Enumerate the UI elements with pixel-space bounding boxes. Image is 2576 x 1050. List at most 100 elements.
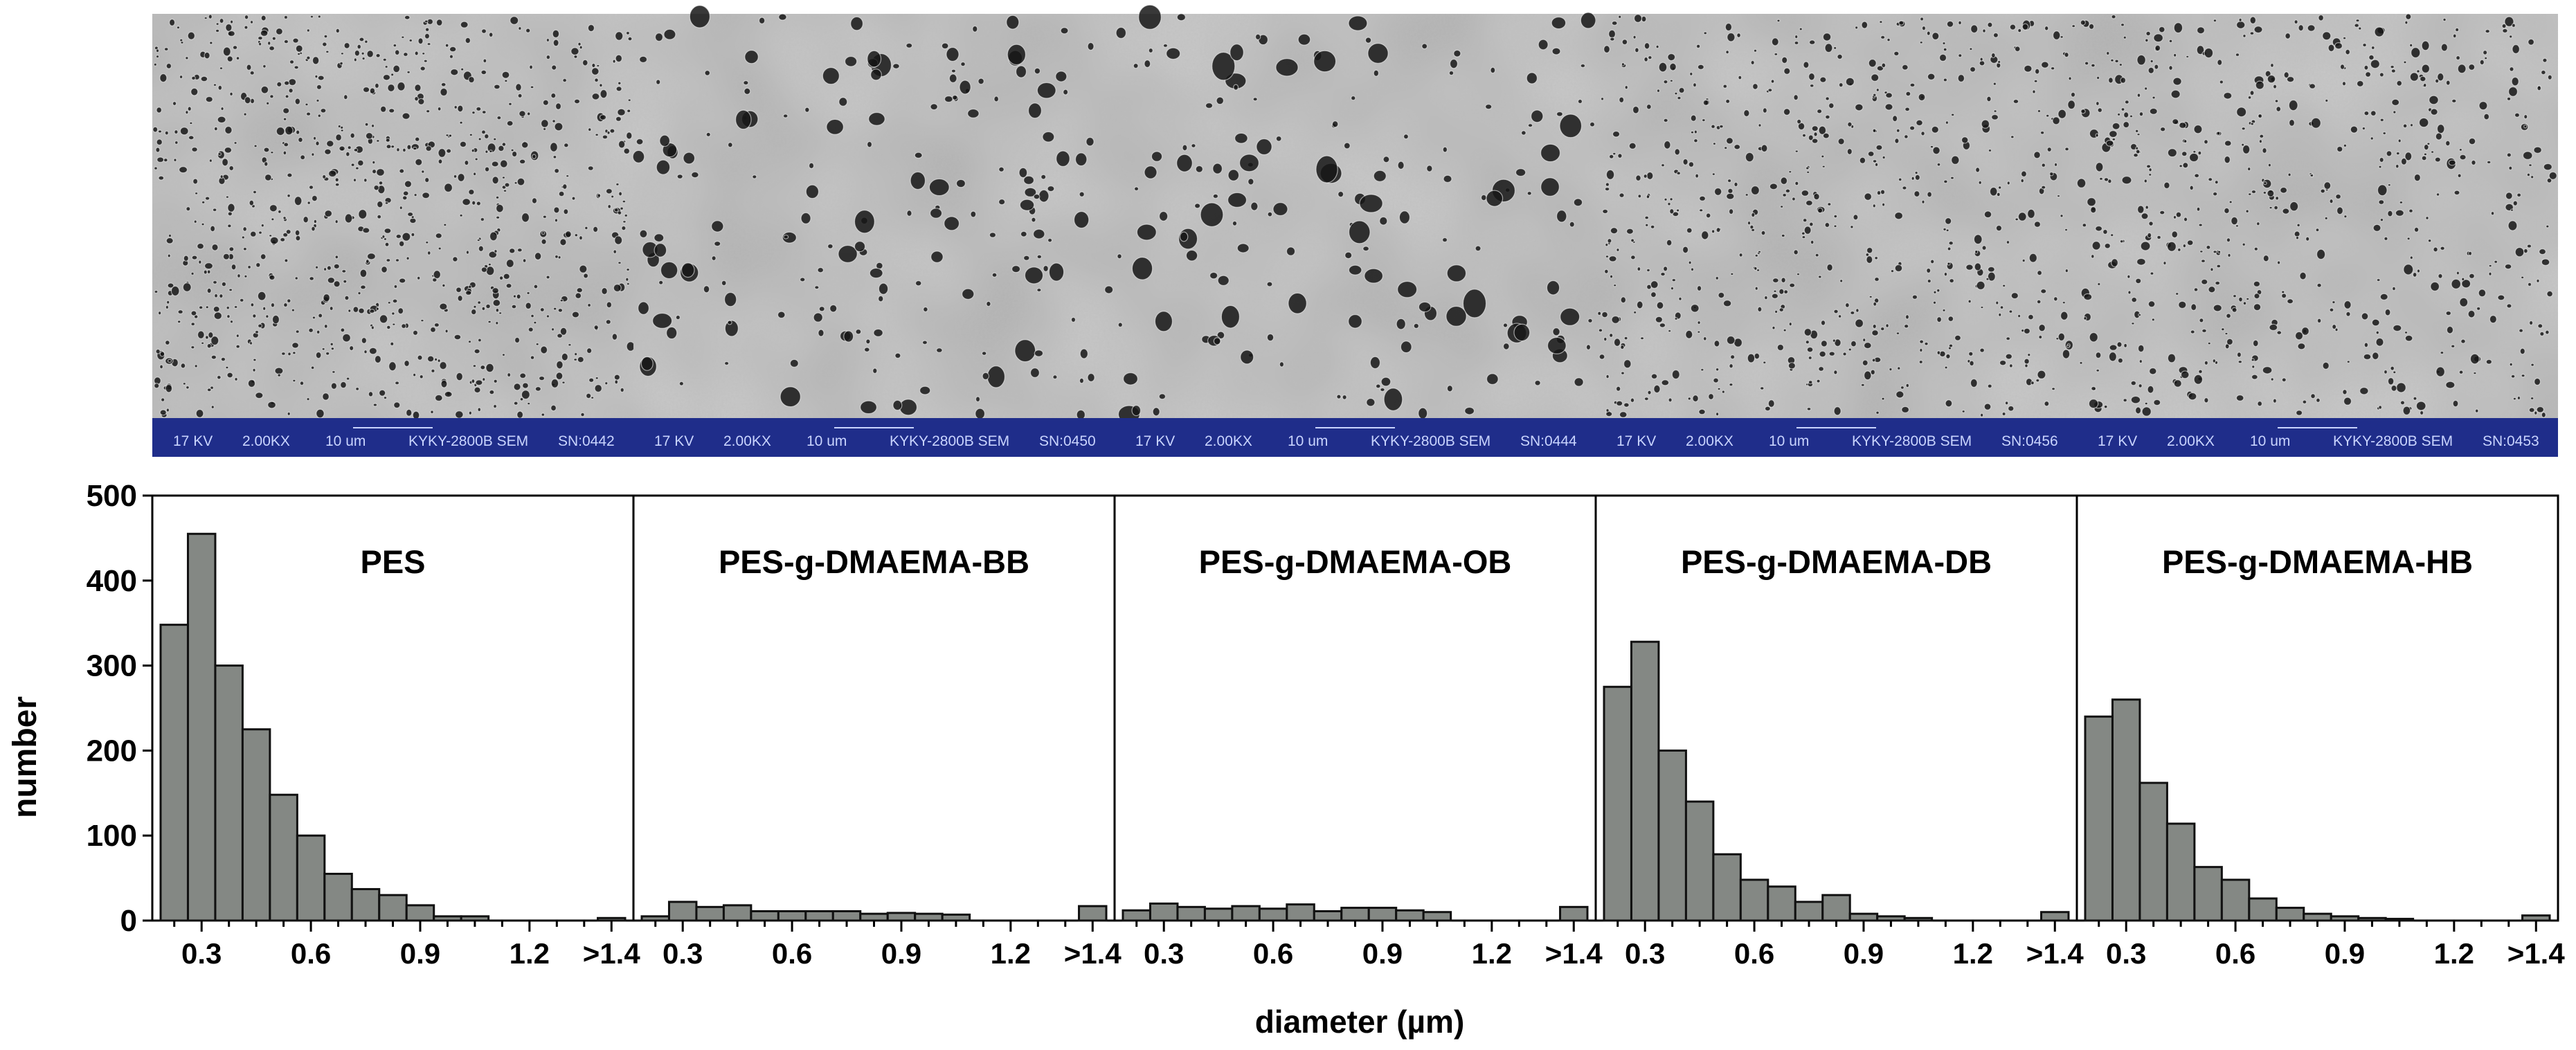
sem-pore	[158, 311, 162, 316]
sem-pore	[623, 147, 631, 155]
sem-pore	[1834, 338, 1841, 347]
sem-pore	[468, 410, 472, 415]
sem-pore	[203, 269, 208, 275]
sem-info-bar	[1115, 418, 1596, 457]
sem-pore	[2259, 134, 2264, 138]
sem-pore	[205, 305, 209, 309]
sem-pore	[777, 311, 786, 319]
sem-pore	[944, 216, 960, 231]
sem-pore	[577, 356, 584, 363]
sem-pore	[406, 144, 412, 150]
sem-pore	[2247, 167, 2251, 172]
sem-pore	[516, 293, 521, 300]
sem-pore	[528, 327, 534, 333]
sem-pore	[2440, 351, 2444, 355]
sem-pore	[660, 261, 678, 280]
sem-pore	[1604, 187, 1610, 192]
sem-pore	[1086, 136, 1095, 147]
sem-pore	[960, 62, 966, 67]
sem-pore	[2435, 78, 2440, 84]
sem-pore	[1979, 60, 1985, 66]
sem-pore	[1674, 91, 1678, 96]
sem-pore	[591, 93, 600, 100]
sem-pore	[1814, 253, 1819, 257]
sem-pore	[1655, 44, 1659, 49]
sem-pore	[2395, 382, 2406, 393]
sem-pore	[2138, 313, 2142, 317]
sem-pore	[403, 52, 408, 57]
sem-pore	[1659, 323, 1666, 328]
sem-pore	[1711, 124, 1715, 129]
x-tick-label: 0.6	[1734, 937, 1774, 970]
sem-pore	[1931, 32, 1940, 41]
sem-pore	[2539, 331, 2545, 336]
sem-pore	[1961, 409, 1965, 413]
sem-pore	[1967, 299, 1972, 304]
sem-pore	[2285, 33, 2291, 39]
sem-pore	[2461, 279, 2471, 289]
sem-pore	[1875, 144, 1883, 151]
sem-pore	[744, 87, 751, 95]
sem-pore	[1648, 55, 1652, 60]
sem-pore	[258, 230, 262, 235]
sem-pore	[1598, 354, 1605, 360]
sem-pore	[1538, 39, 1549, 51]
sem-pore	[2390, 384, 2397, 392]
sem-pore	[343, 42, 350, 49]
sem-pore	[1616, 400, 1623, 406]
sem-pore	[1821, 154, 1825, 159]
sem-pore	[1837, 138, 1845, 145]
sem-pore	[676, 174, 683, 179]
sem-pore	[1699, 195, 1706, 201]
sem-pore	[617, 210, 622, 215]
sem-pore	[2090, 206, 2097, 214]
sem-scale-label: 10 um	[1769, 433, 1809, 449]
sem-pore	[1886, 37, 1891, 42]
sem-pore	[612, 59, 616, 64]
sem-pore	[334, 255, 339, 260]
sem-pore	[1747, 353, 1756, 363]
sem-pore	[2091, 241, 2101, 251]
histogram-bar	[1078, 905, 1108, 922]
sem-pore	[758, 17, 766, 24]
sem-pore	[571, 196, 576, 201]
sem-pore	[2288, 99, 2298, 111]
x-tick-label: 0.6	[1253, 937, 1293, 970]
sem-pore	[2241, 127, 2246, 131]
histogram-bar	[269, 793, 298, 922]
sem-pore	[1986, 96, 1992, 102]
sem-pore	[2135, 146, 2139, 150]
sem-pore	[210, 225, 216, 233]
sem-pore	[2399, 400, 2406, 406]
sem-pore	[2375, 337, 2384, 347]
sem-pore	[2062, 300, 2066, 305]
sem-pore	[587, 165, 594, 171]
sem-pore	[562, 78, 568, 83]
sem-pore	[465, 250, 470, 255]
sem-pore	[361, 56, 366, 61]
sem-pore	[617, 81, 622, 85]
sem-serial-label: SN:0453	[2483, 433, 2539, 449]
sem-pore	[1636, 300, 1643, 309]
sem-pore	[295, 44, 303, 53]
sem-pore	[1070, 316, 1077, 323]
sem-pore	[2370, 59, 2380, 69]
sem-pore	[2262, 365, 2273, 374]
sem-pore	[2395, 163, 2399, 169]
sem-pore	[1778, 288, 1785, 295]
histogram-bar	[1767, 885, 1796, 922]
sem-pore	[1375, 383, 1381, 389]
sem-pore	[2123, 121, 2130, 129]
sem-pore	[499, 159, 508, 168]
sem-pore	[2095, 133, 2099, 138]
sem-pore	[375, 307, 379, 311]
sem-pore	[1848, 347, 1852, 352]
sem-pore	[1621, 371, 1625, 375]
sem-pore	[554, 218, 559, 223]
sem-pore	[2490, 211, 2495, 216]
sem-pore	[1743, 109, 1750, 118]
sem-pore	[260, 253, 267, 260]
y-tick-label: 300	[87, 649, 137, 683]
sem-pore	[2216, 131, 2221, 136]
sem-pore	[323, 324, 328, 329]
